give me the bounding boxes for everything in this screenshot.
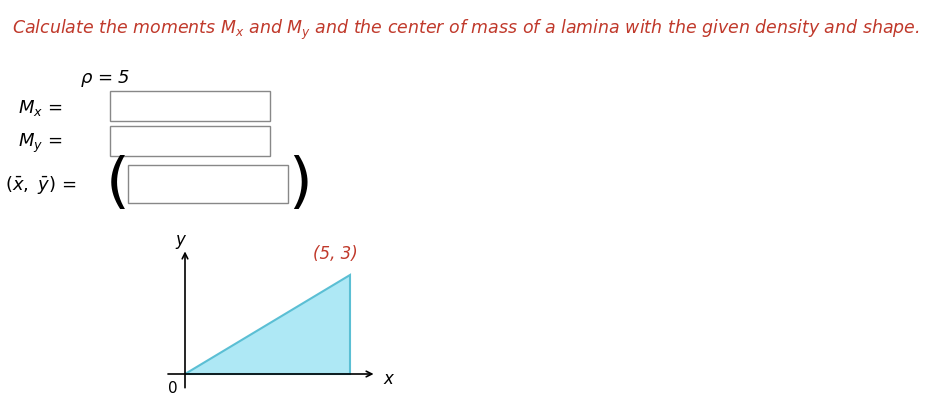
Text: (5, 3): (5, 3)	[312, 244, 357, 262]
Text: $(\bar{x},\ \bar{y})$ =: $(\bar{x},\ \bar{y})$ =	[5, 174, 76, 196]
Text: x: x	[384, 369, 393, 387]
Text: ): )	[288, 155, 311, 214]
Polygon shape	[185, 275, 350, 374]
FancyBboxPatch shape	[110, 92, 270, 122]
FancyBboxPatch shape	[128, 166, 288, 203]
Text: Calculate the moments $M_x$ and $M_y$ and the center of mass of a lamina with th: Calculate the moments $M_x$ and $M_y$ an…	[12, 18, 920, 42]
Text: $\rho$ = 5: $\rho$ = 5	[80, 68, 130, 89]
Text: $M_y$ =: $M_y$ =	[18, 131, 63, 154]
Text: (: (	[106, 155, 130, 214]
Text: y: y	[175, 230, 185, 248]
FancyBboxPatch shape	[110, 127, 270, 157]
Text: $M_x$ =: $M_x$ =	[18, 98, 63, 118]
Text: 0: 0	[168, 381, 178, 396]
